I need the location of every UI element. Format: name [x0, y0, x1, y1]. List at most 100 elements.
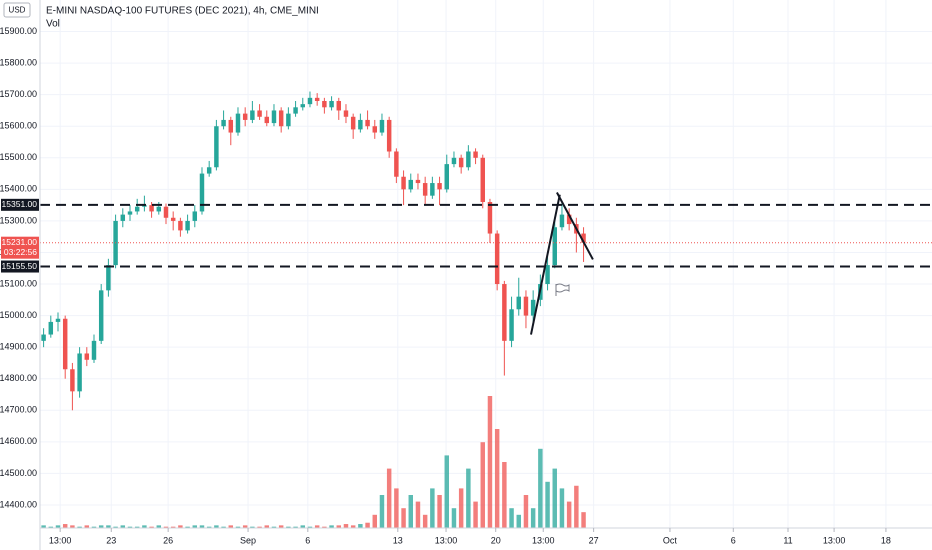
- y-tick-label: 15100.00: [0, 278, 37, 288]
- volume-bar: [379, 495, 385, 528]
- candle-body: [509, 309, 514, 341]
- flag-icon: [555, 283, 570, 296]
- candle-body: [62, 318, 68, 370]
- volume-bar: [178, 525, 183, 528]
- trend-line: [556, 192, 594, 260]
- y-tick-label: 15600.00: [0, 121, 37, 131]
- candle-body: [444, 164, 449, 190]
- volume-bar: [84, 525, 90, 528]
- volume-bar: [307, 526, 313, 528]
- candle-body: [257, 110, 262, 117]
- candle-body: [350, 116, 356, 130]
- candle-body: [329, 100, 334, 108]
- volume-bar: [516, 514, 521, 528]
- candle-body: [278, 110, 284, 127]
- candle-body: [91, 340, 97, 360]
- candle-body: [487, 201, 493, 234]
- candle-body: [293, 107, 298, 114]
- volume-bar: [415, 501, 421, 528]
- volume-bar: [221, 526, 226, 528]
- candle-body: [206, 167, 212, 174]
- x-tick-label: 13:00: [49, 535, 72, 545]
- volume-bar: [559, 488, 565, 528]
- volume-bar: [214, 525, 219, 528]
- chart-title: E-MINI NASDAQ-100 FUTURES (DEC 2021), 4h…: [46, 6, 319, 17]
- last-price-label: 15231.00: [2, 237, 38, 247]
- y-tick-label: 15400.00: [0, 184, 37, 194]
- volume-bar: [271, 526, 277, 528]
- candle-body: [530, 299, 536, 316]
- volume-bar: [62, 524, 68, 528]
- candle-body: [70, 369, 75, 392]
- volume-bar: [98, 525, 104, 528]
- volume-bar: [487, 396, 493, 528]
- candle-body: [235, 113, 241, 133]
- candle-body: [170, 217, 176, 221]
- volume-bar: [502, 462, 507, 528]
- x-tick-label: Sep: [240, 535, 256, 545]
- candle-body: [127, 211, 133, 215]
- candle-body: [430, 183, 435, 196]
- volume-label: Vol: [46, 19, 60, 30]
- candle-body: [401, 176, 406, 190]
- volume-bar: [458, 488, 464, 528]
- candle-body: [77, 353, 82, 392]
- volume-bar: [156, 525, 162, 528]
- x-tick-label: 13:00: [435, 535, 458, 545]
- x-tick-label: Oct: [663, 535, 678, 545]
- volume-bar: [336, 525, 342, 528]
- level-label-box: [1, 260, 39, 273]
- candle-body: [394, 151, 399, 177]
- volume-bar: [509, 508, 514, 528]
- volume-bar: [444, 455, 449, 528]
- volume-bar: [451, 508, 457, 528]
- volume-bar: [437, 495, 442, 528]
- y-tick-label: 15900.00: [0, 26, 37, 36]
- candle-layer: [41, 91, 586, 411]
- x-tick-label: 6: [305, 535, 310, 545]
- candle-body: [343, 110, 349, 117]
- volume-bar: [77, 526, 82, 528]
- volume-bar: [401, 508, 406, 528]
- candle-body: [502, 284, 507, 341]
- x-tick-label: 13: [393, 535, 403, 545]
- candle-body: [379, 119, 385, 133]
- volume-bar: [206, 526, 212, 528]
- volume-bar: [365, 522, 370, 528]
- candle-body: [185, 220, 190, 231]
- volume-bar: [574, 485, 579, 528]
- volume-bar: [422, 514, 428, 528]
- level-label: 15155.50: [2, 261, 38, 271]
- volume-bar: [286, 526, 291, 528]
- candle-body: [264, 116, 270, 124]
- volume-bar: [300, 525, 306, 528]
- candle-body: [523, 296, 529, 316]
- candle-body: [451, 157, 457, 165]
- overlay-layer: [40, 192, 932, 335]
- candle-body: [300, 104, 306, 108]
- volume-bar: [242, 525, 248, 528]
- currency-box[interactable]: [3, 2, 31, 18]
- x-tick-label: 23: [106, 535, 116, 545]
- volume-bar: [408, 495, 413, 528]
- x-tick-label: 11: [783, 535, 792, 545]
- countdown: 03:22:56: [4, 247, 37, 257]
- candle-body: [581, 233, 586, 243]
- candle-body: [228, 119, 234, 133]
- volume-bar: [372, 514, 378, 528]
- volume-bar: [350, 525, 356, 528]
- volume-bar: [250, 526, 255, 528]
- volume-bar: [48, 526, 54, 528]
- volume-bar: [314, 525, 320, 528]
- candle-body: [142, 205, 147, 207]
- candle-body: [84, 353, 90, 360]
- volume-bar: [538, 448, 543, 528]
- candle-body: [55, 318, 61, 322]
- candle-body: [466, 151, 471, 168]
- candle-body: [120, 214, 126, 221]
- candle-body: [286, 113, 291, 127]
- candle-body: [545, 265, 550, 285]
- x-tick-label: 27: [589, 535, 599, 545]
- volume-bar: [293, 526, 298, 528]
